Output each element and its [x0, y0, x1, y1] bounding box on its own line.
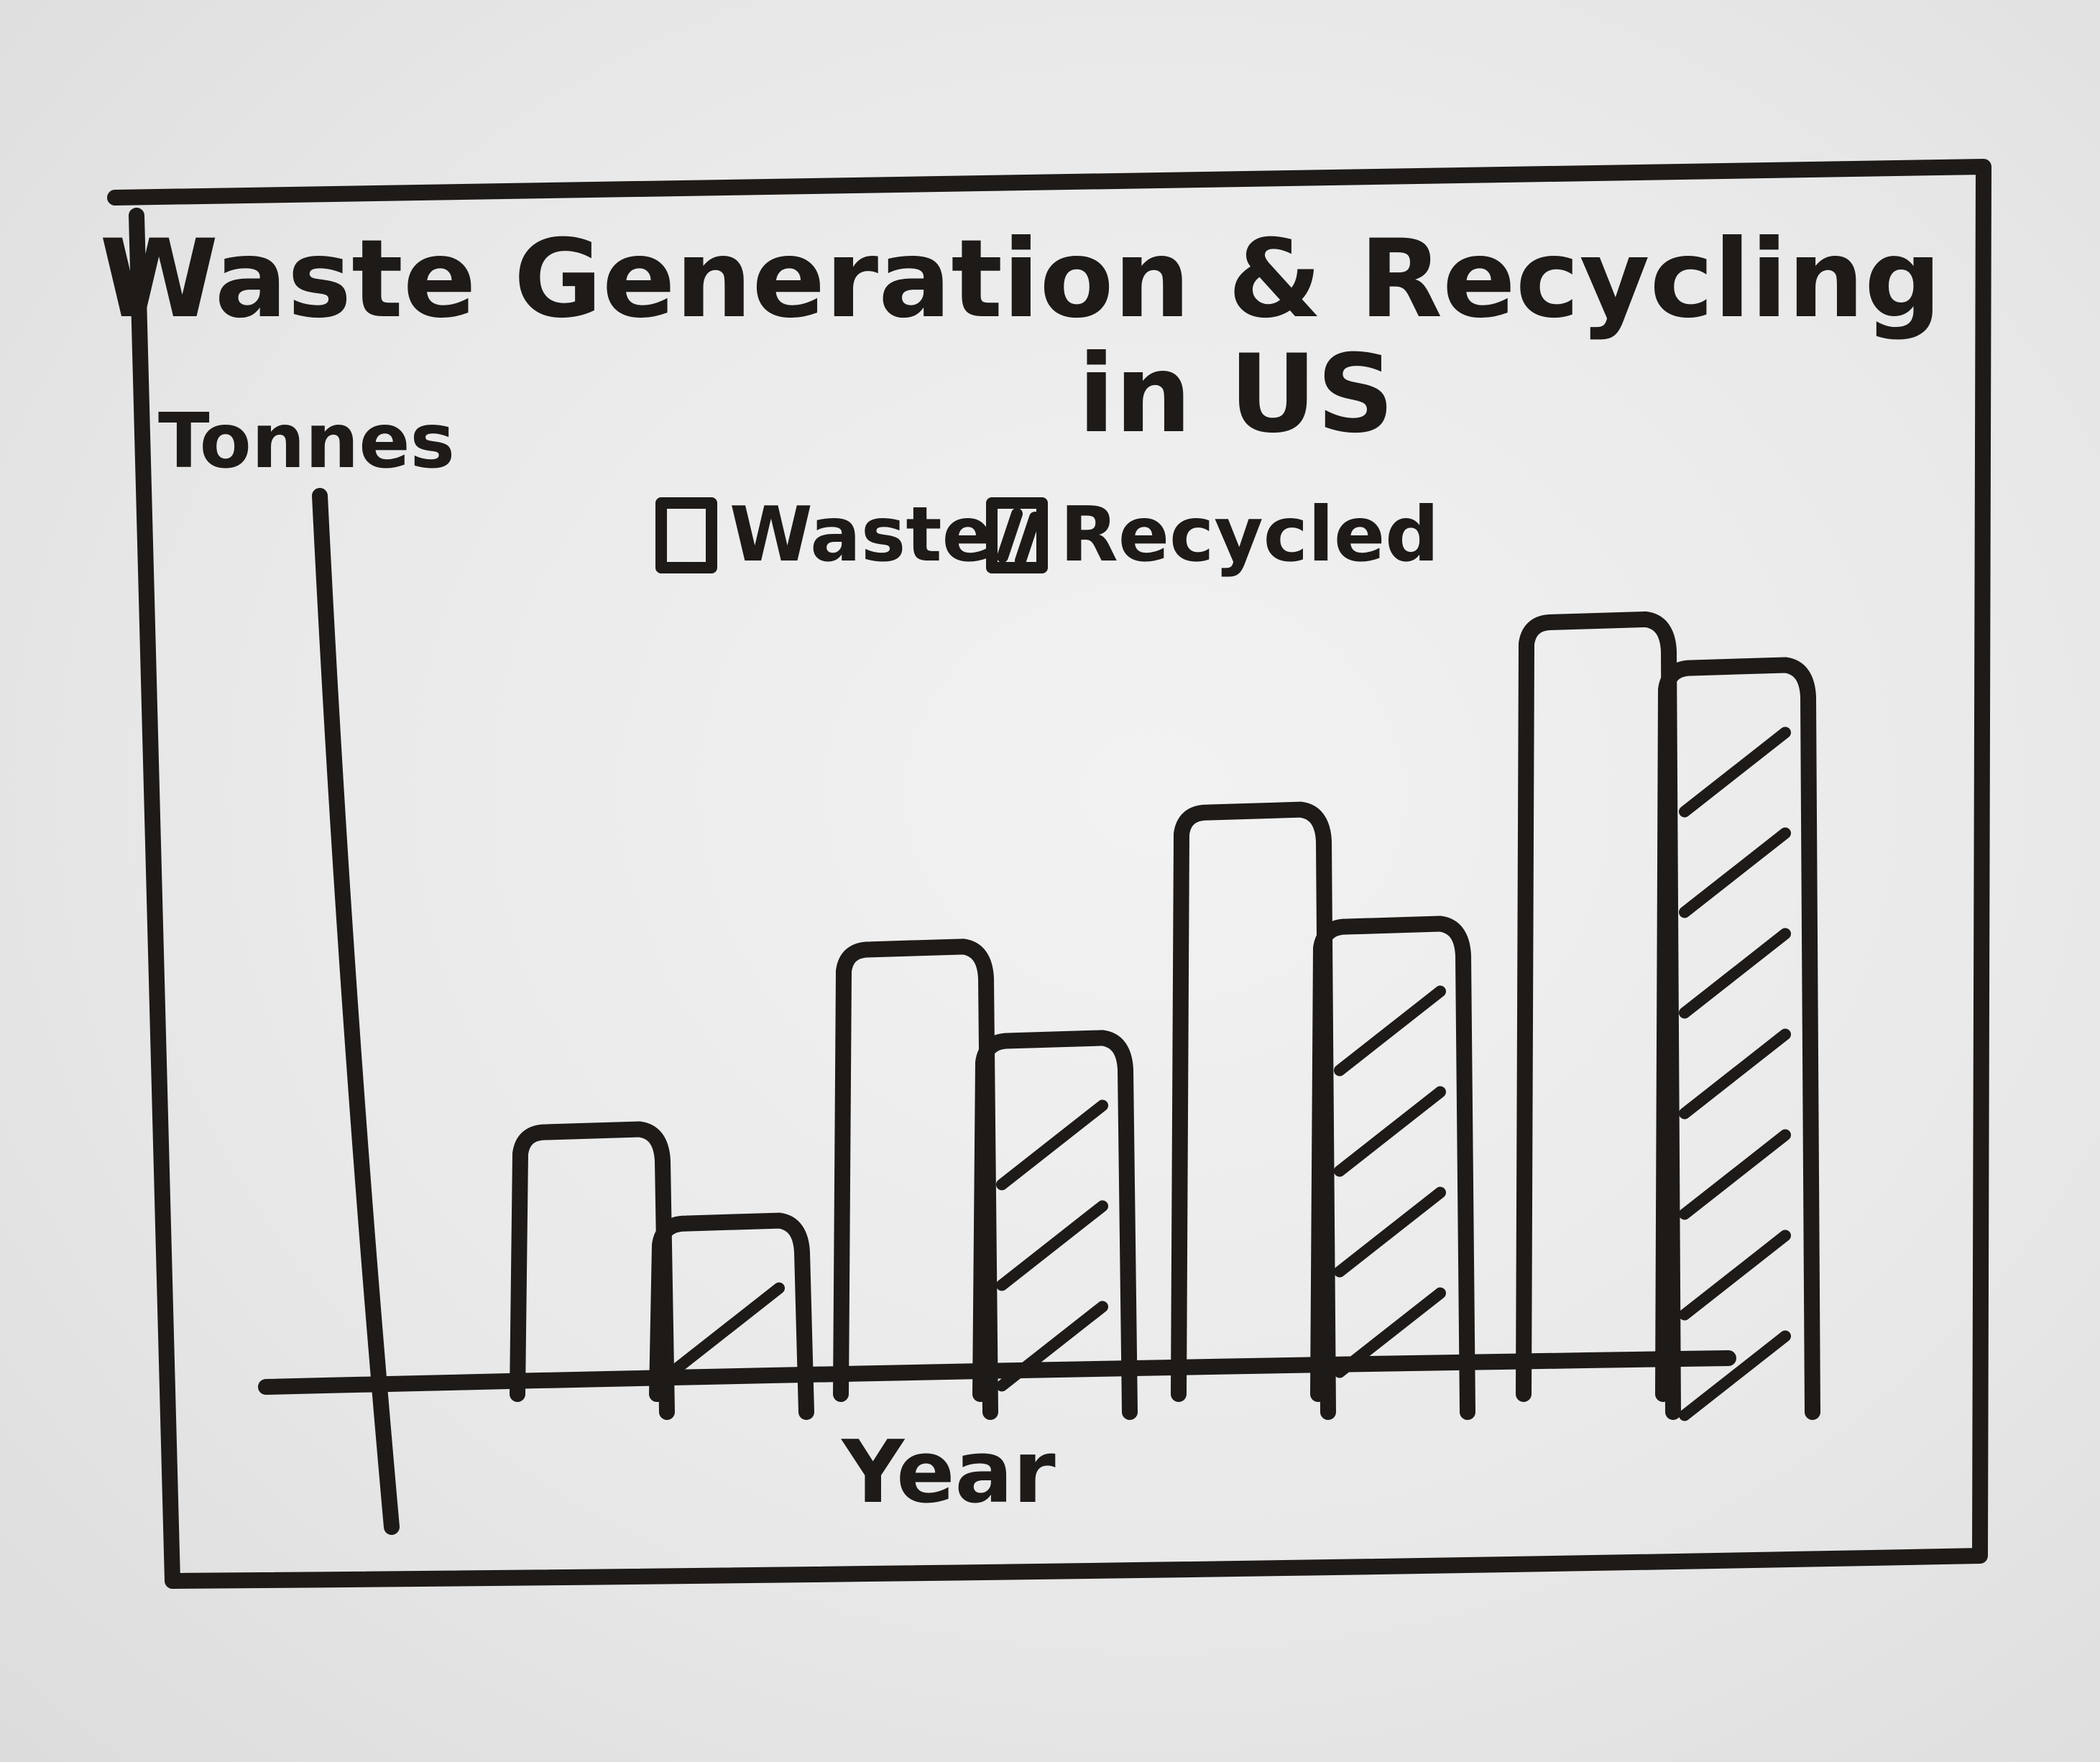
- legend-label-2: Recycled: [1060, 491, 1439, 578]
- chart-title: Waste Generation & Recycling: [100, 217, 1942, 342]
- bar-waste-2: [833, 938, 998, 1420]
- legend-item-1: Waste: [655, 491, 993, 578]
- bar-waste-1: [510, 1121, 675, 1420]
- bars: [510, 611, 1820, 1421]
- legend-swatch-2: [986, 497, 1048, 573]
- legend-swatch-1: [655, 497, 717, 573]
- bar-recycled-2: [972, 1030, 1138, 1420]
- axes: [258, 488, 1736, 1535]
- legend-item-2: Recycled: [986, 491, 1439, 578]
- bar-recycled-1: [649, 1212, 814, 1420]
- legend: Waste Recycled: [655, 491, 1439, 578]
- board-frame: [107, 159, 1991, 1589]
- y-axis-line: [312, 488, 400, 1535]
- y-axis-label: Tonnes: [158, 397, 455, 485]
- chart-subtitle: in US: [1078, 332, 1394, 457]
- bar-recycled-3: [1310, 915, 1475, 1420]
- x-axis-line: [258, 1350, 1736, 1395]
- bar-waste-3: [1171, 801, 1336, 1420]
- bar-recycled-4: [1655, 657, 1820, 1421]
- legend-label-1: Waste: [729, 491, 993, 578]
- x-axis-label: Year: [840, 1423, 1055, 1523]
- bar-waste-4: [1516, 611, 1681, 1420]
